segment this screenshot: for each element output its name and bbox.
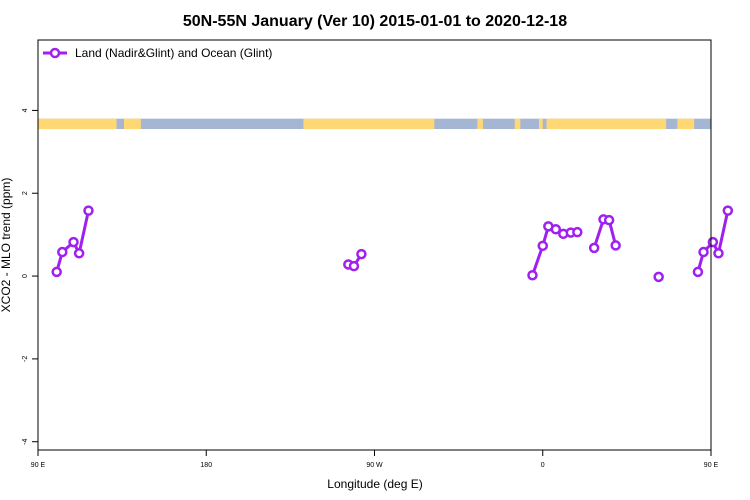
data-point: [550, 224, 562, 235]
legend: Land (Nadir&Glint) and Ocean (Glint): [43, 46, 272, 60]
land-segment: [539, 118, 543, 130]
data-point: [722, 205, 734, 216]
data-point: [707, 236, 719, 248]
data-point: [73, 248, 85, 259]
y-axis-label: XCO2 - MLO trend (ppm): [0, 178, 13, 313]
x-tick-label: 90 E: [704, 462, 719, 469]
land-segment: [514, 118, 521, 130]
y-axis: -4 -2 0 2 4: [22, 108, 38, 445]
data-point: [610, 240, 621, 251]
y-tick-label: -4: [22, 439, 29, 445]
chart-title: 50N-55N January (Ver 10) 2015-01-01 to 2…: [183, 13, 567, 30]
data-point: [83, 205, 94, 216]
data-point: [653, 271, 664, 283]
land-segment: [546, 118, 667, 130]
land-segment: [477, 118, 483, 130]
data-point: [588, 242, 600, 254]
land-segment: [38, 118, 117, 130]
series-layer: [51, 205, 734, 283]
data-point: [51, 266, 62, 278]
land-ocean-strip: [38, 118, 711, 130]
x-tick-label: 90 E: [31, 462, 46, 469]
data-point: [698, 246, 709, 258]
legend-marker: [49, 47, 61, 59]
land-segment: [303, 118, 435, 130]
x-axis-label: Longitude (deg E): [327, 477, 422, 491]
data-point: [537, 240, 548, 252]
y-tick-label: 4: [22, 108, 29, 112]
data-point: [713, 248, 724, 259]
data-point: [603, 214, 615, 226]
data-point: [527, 269, 538, 281]
data-point: [68, 236, 79, 248]
data-point: [356, 248, 367, 260]
y-tick-label: 2: [22, 191, 29, 195]
data-point: [692, 266, 704, 278]
land-segment: [123, 118, 141, 130]
y-tick-label: -2: [22, 356, 29, 362]
y-tick-label: 0: [22, 274, 29, 278]
x-tick-label: 0: [541, 462, 545, 469]
data-point: [348, 260, 360, 272]
data-point: [57, 246, 68, 258]
data-point: [572, 226, 583, 238]
x-axis: 90 E 180 90 W 0 90 E: [31, 450, 719, 469]
x-tick-label: 90 W: [366, 462, 383, 469]
legend-label: Land (Nadir&Glint) and Ocean (Glint): [75, 46, 272, 60]
land-segment: [677, 118, 695, 130]
plot-frame: [37, 39, 712, 451]
x-tick-label: 180: [200, 462, 212, 469]
